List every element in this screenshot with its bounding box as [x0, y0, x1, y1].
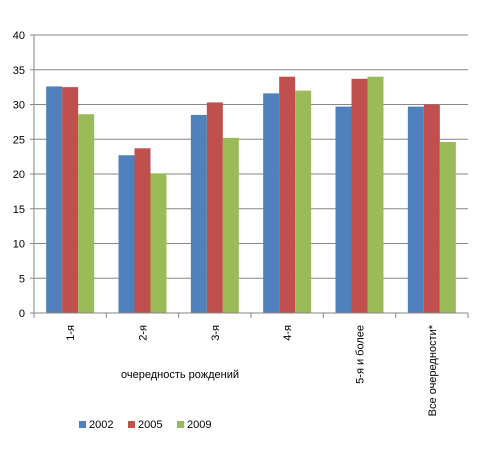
legend-label-2005: 2005 [138, 419, 162, 431]
y-tick-label: 40 [13, 30, 25, 42]
bar-2009-1 [78, 114, 95, 313]
bar-2002-5 [335, 106, 352, 314]
legend-label-2009: 2009 [187, 419, 211, 431]
legend-label-2002: 2002 [89, 419, 113, 431]
x-tick-label: 1-я [65, 325, 77, 341]
bar-2002-1 [46, 86, 63, 314]
x-tick-label: 2-я [138, 325, 150, 341]
x-tick-label: 5-я и более [355, 325, 367, 384]
bar-2009-6 [439, 142, 456, 313]
axes [30, 34, 469, 318]
legend-swatch-2005 [128, 421, 135, 428]
bar-2005-1 [62, 87, 79, 313]
bar-2005-4 [279, 76, 296, 313]
x-tick-label: 4-я [282, 325, 294, 341]
bar-2002-6 [407, 106, 424, 314]
bar-2009-4 [295, 90, 312, 313]
bars [46, 76, 456, 314]
bar-2002-3 [190, 114, 207, 313]
bar-2005-5 [351, 78, 368, 313]
bar-2005-3 [206, 102, 223, 313]
y-tick-label: 15 [13, 204, 25, 216]
legend-swatch-2002 [79, 421, 86, 428]
bar-2002-2 [118, 155, 135, 313]
bar-2009-3 [222, 137, 239, 313]
bar-2002-4 [263, 93, 280, 313]
bar-2009-2 [150, 173, 167, 313]
y-tick-label: 0 [19, 308, 25, 320]
bar-2005-2 [134, 148, 151, 313]
legend: 2002 2005 2009 [79, 419, 211, 431]
bar-2009-5 [367, 76, 384, 313]
y-tick-label: 10 [13, 239, 25, 251]
y-tick-labels: 0 5 10 15 20 25 30 35 40 [13, 30, 25, 320]
bar-2005-6 [423, 104, 440, 313]
x-tick-label: 3-я [210, 325, 222, 341]
x-tick-label: Все очередности* [427, 324, 439, 416]
y-tick-label: 20 [13, 169, 25, 181]
y-tick-label: 30 [13, 100, 25, 112]
gridlines [34, 34, 468, 279]
y-tick-label: 25 [13, 134, 25, 146]
y-tick-label: 5 [19, 273, 25, 285]
y-tick-label: 35 [13, 65, 25, 77]
legend-swatch-2009 [177, 421, 184, 428]
x-axis-label: очередность рождений [121, 369, 239, 381]
x-tick-labels: 1-я 2-я 3-я 4-я 5-я и более Все очередности* [65, 324, 439, 416]
